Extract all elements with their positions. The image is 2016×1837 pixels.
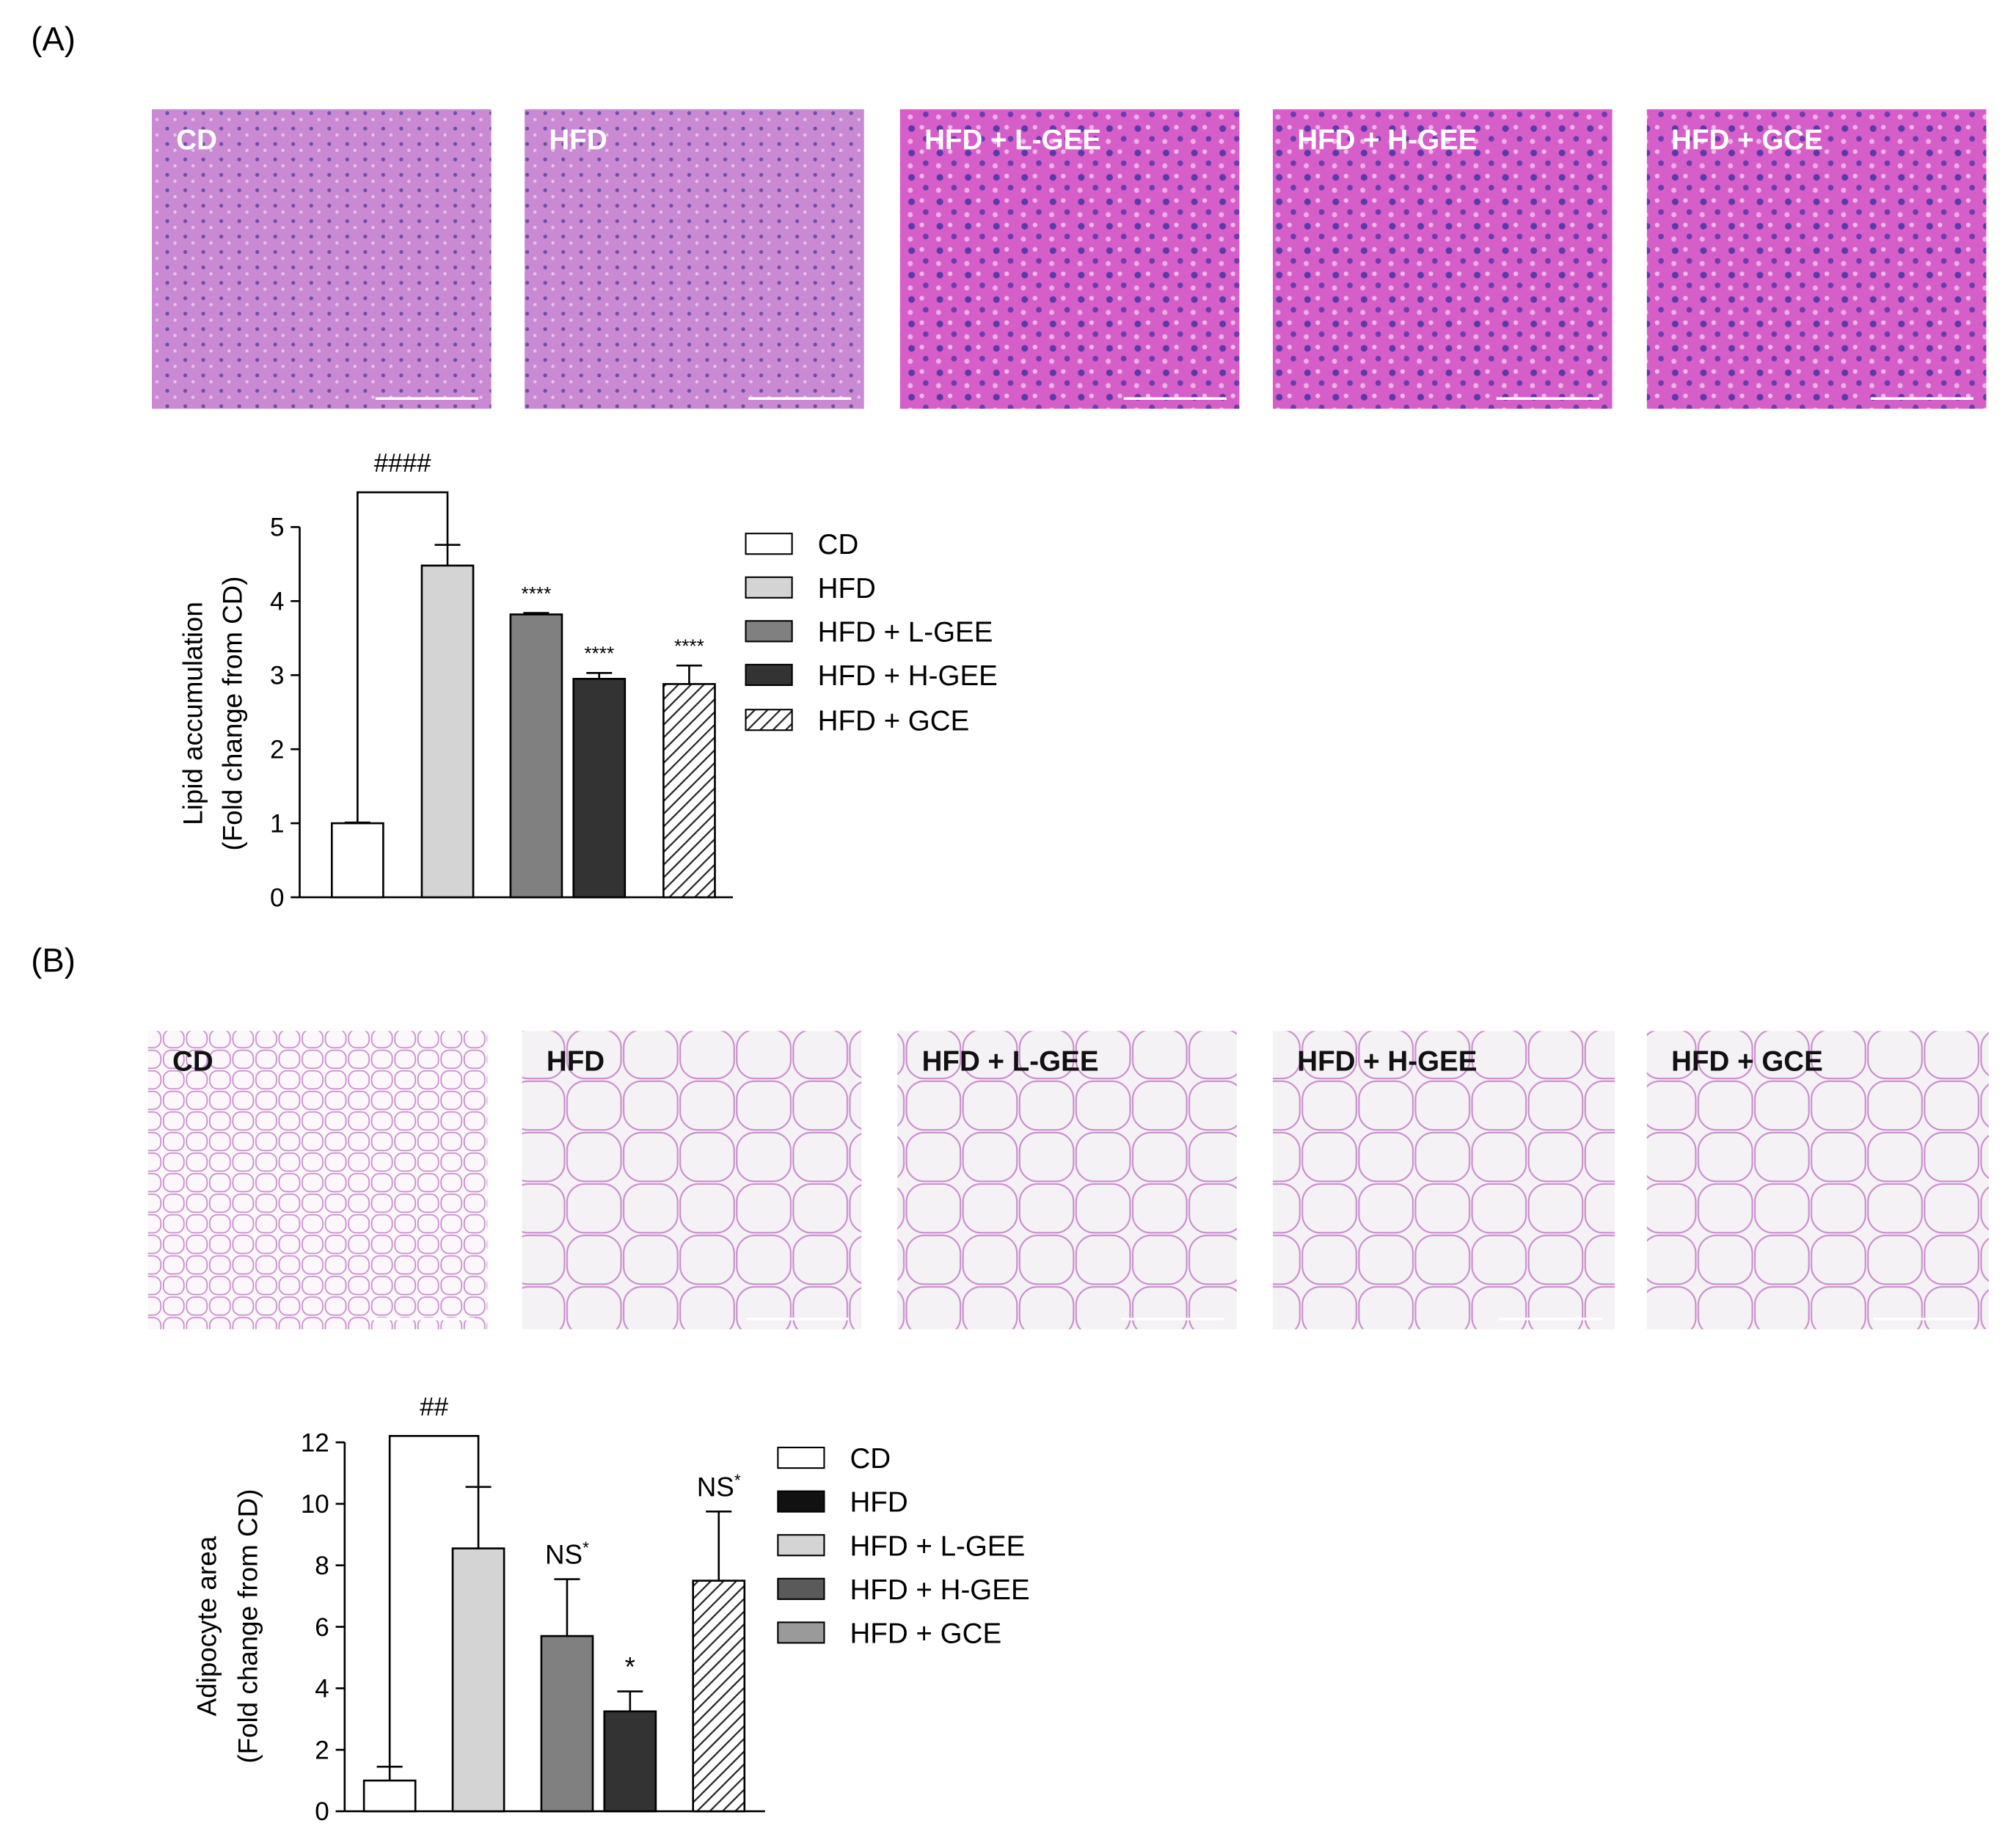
image-label: HFD <box>547 1046 605 1078</box>
y-axis-label: Lipid accumulation <box>178 602 208 825</box>
legend-label: HFD + L-GEE <box>818 616 993 648</box>
y-axis-label: (Fold change from CD) <box>233 1489 263 1764</box>
significance-text: **** <box>521 582 551 605</box>
panel-label: (B) <box>31 942 76 979</box>
legend-swatch <box>745 576 793 599</box>
image-label: HFD + GCE <box>1671 1046 1823 1078</box>
image-label: CD <box>172 1046 213 1078</box>
significance-label: **** <box>674 635 704 657</box>
image-label: HFD + L-GEE <box>922 1046 1099 1078</box>
histology-image <box>897 1031 1237 1329</box>
legend-label: HFD + GCE <box>818 705 970 737</box>
significance-label: NS* <box>697 1470 741 1502</box>
legend-label: HFD + H-GEE <box>850 1574 1029 1606</box>
y-tick-label: 8 <box>315 1552 329 1580</box>
legend-label: HFD <box>818 573 876 605</box>
image-label: CD <box>176 124 217 156</box>
histology-image <box>1646 1031 1989 1329</box>
y-tick-label: 5 <box>270 514 284 542</box>
legend-swatch <box>745 663 793 687</box>
significance-label: **** <box>521 582 551 605</box>
significance-bracket <box>388 1434 480 1767</box>
bracket-label: ## <box>420 1392 448 1421</box>
histology-image <box>1272 1031 1615 1329</box>
y-axis-label: (Fold change from CD) <box>218 576 248 850</box>
bar <box>509 613 563 899</box>
histology-image <box>522 1031 862 1329</box>
histology-image <box>1272 109 1613 409</box>
significance-text: **** <box>674 635 704 657</box>
legend-swatch <box>745 709 793 731</box>
image-label: HFD + GCE <box>1671 124 1823 156</box>
legend-swatch <box>745 533 793 555</box>
significance-sup: * <box>582 1538 589 1557</box>
bar <box>330 822 384 899</box>
bar <box>692 1579 746 1813</box>
significance-sup: * <box>734 1470 741 1489</box>
significance-text: * <box>625 1651 635 1681</box>
histology-image <box>147 1031 488 1329</box>
legend-swatch <box>777 1534 825 1557</box>
legend-swatch <box>777 1577 825 1600</box>
legend-label: HFD + GCE <box>850 1618 1001 1649</box>
y-tick-label: 2 <box>270 735 284 764</box>
histology-image <box>1646 109 1987 409</box>
y-tick-label: 0 <box>315 1797 329 1826</box>
image-label: HFD <box>549 124 607 156</box>
histology-image <box>899 109 1240 409</box>
y-tick-label: 6 <box>315 1613 329 1642</box>
significance-label: * <box>625 1651 635 1681</box>
image-label: HFD + H-GEE <box>1297 124 1477 156</box>
bar <box>662 683 716 899</box>
y-tick-label: 0 <box>270 883 284 912</box>
panel-label: (A) <box>31 20 76 57</box>
bar <box>420 564 475 899</box>
significance-text: NS <box>545 1540 582 1570</box>
y-tick-label: 10 <box>301 1490 329 1519</box>
bar <box>451 1547 505 1813</box>
bar <box>572 678 627 899</box>
y-tick-label: 4 <box>270 588 284 616</box>
y-axis-label: Adipocyte area <box>192 1535 222 1716</box>
bracket-label: #### <box>374 449 431 478</box>
significance-label: NS* <box>545 1538 589 1569</box>
y-tick-label: 12 <box>301 1428 329 1457</box>
y-tick-label: 1 <box>270 809 284 838</box>
legend-label: CD <box>850 1443 891 1475</box>
y-tick-label: 2 <box>315 1736 329 1764</box>
legend-swatch <box>777 1447 825 1469</box>
legend-label: HFD + L-GEE <box>850 1530 1025 1562</box>
bar <box>362 1779 417 1813</box>
legend-label: HFD + H-GEE <box>818 660 998 692</box>
legend-swatch <box>777 1621 825 1644</box>
y-tick-label: 3 <box>270 662 284 690</box>
significance-text: NS <box>697 1472 734 1502</box>
histology-image <box>525 109 864 409</box>
legend-label: HFD <box>850 1487 907 1519</box>
y-tick-label: 4 <box>315 1675 329 1703</box>
significance-bracket <box>357 491 449 823</box>
bar <box>540 1635 594 1813</box>
image-label: HFD + H-GEE <box>1297 1046 1477 1078</box>
legend-label: CD <box>818 529 859 560</box>
histology-image <box>151 109 492 409</box>
legend-swatch <box>777 1490 825 1513</box>
significance-text: **** <box>584 643 614 665</box>
image-label: HFD + L-GEE <box>924 124 1101 156</box>
legend-swatch <box>745 620 793 643</box>
bar <box>603 1710 657 1813</box>
significance-label: **** <box>584 643 614 665</box>
